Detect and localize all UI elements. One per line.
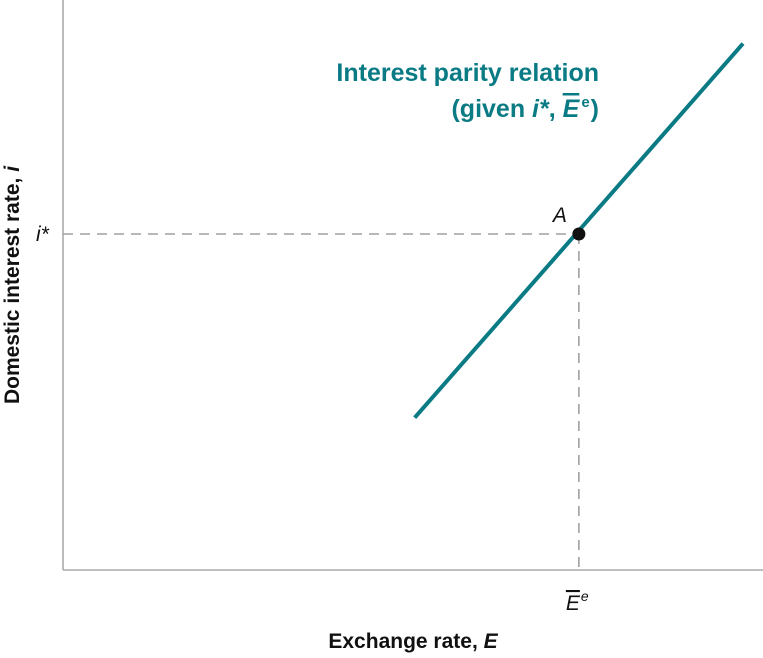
axes	[62, 0, 763, 571]
y-axis-title-text: Domestic interest rate,	[1, 172, 24, 404]
x-tick-base: E	[566, 592, 581, 615]
x-axis-title-var: E	[484, 630, 499, 653]
series-label-base: E	[563, 95, 581, 123]
series-label-superscript: e	[581, 94, 589, 111]
series-group	[413, 42, 745, 420]
series-label-prefix: (given	[451, 95, 532, 123]
x-axis-title-text: Exchange rate,	[328, 630, 483, 653]
series-label-separator: ,	[549, 95, 563, 123]
y-axis-title-var: i	[1, 165, 24, 172]
series-label-var: i*	[532, 95, 550, 123]
y-tick-i-star: i*	[36, 223, 50, 246]
y-axis-title: Domestic interest rate, i	[1, 165, 24, 404]
series-label: Interest parity relation	[336, 59, 599, 87]
labels: Ai* Ee Exchange rate, E Domestic interest r…	[1, 59, 599, 653]
guide-lines	[63, 233, 580, 570]
x-axis-title: Exchange rate, E	[328, 630, 498, 653]
x-tick-e-bar-e: Ee	[566, 588, 589, 615]
series-label-suffix: )	[591, 95, 599, 123]
point-a-label: A	[551, 204, 567, 227]
x-tick-superscript: e	[581, 588, 589, 604]
point-a-marker	[572, 227, 586, 241]
series-label-line1: Interest parity relation	[336, 59, 599, 87]
